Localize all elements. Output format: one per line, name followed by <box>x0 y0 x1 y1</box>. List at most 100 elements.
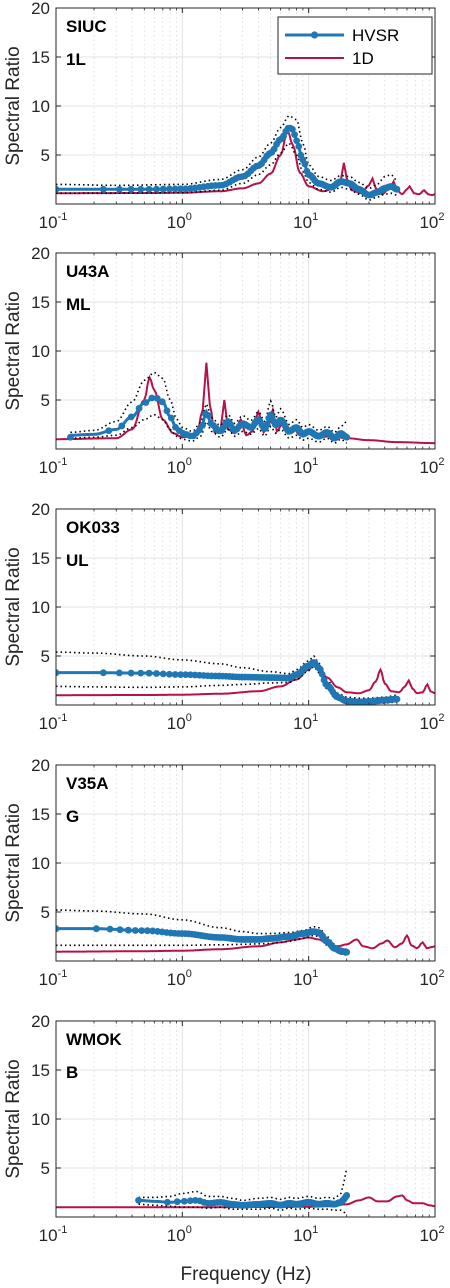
model-1d-line <box>56 663 435 697</box>
series-group <box>56 909 435 956</box>
hvsr-lower-band <box>70 413 348 444</box>
site-class: 1L <box>66 50 86 69</box>
x-tick-exponent: 1 <box>312 211 318 223</box>
y-axis-label: Spectral Ratio <box>3 1059 24 1178</box>
y-tick-label: 10 <box>31 598 50 617</box>
x-tick-exponent: 0 <box>186 712 192 724</box>
x-tick-label: 102 <box>419 1224 444 1245</box>
hvsr-marker <box>343 948 351 956</box>
hvsr-marker <box>145 669 153 677</box>
hvsr-marker <box>182 671 190 679</box>
hvsr-markers <box>56 659 401 705</box>
hvsr-upper-band <box>56 909 347 951</box>
x-tick-exponent: 2 <box>438 968 444 980</box>
hvsr-upper-band <box>70 371 348 434</box>
y-tick-label: 10 <box>31 97 50 116</box>
legend: HVSR 1D <box>277 16 433 75</box>
hvsr-marker <box>393 695 401 703</box>
hvsr-marker <box>56 925 60 933</box>
x-tick-label: 10-1 <box>39 968 68 989</box>
hvsr-marker <box>182 185 190 193</box>
hvsr-marker <box>295 142 303 150</box>
hvsr-marker <box>138 927 146 935</box>
hvsr-marker <box>56 185 60 193</box>
hvsr-marker <box>131 927 139 934</box>
y-tick-label: 5 <box>41 1159 50 1178</box>
x-tick-exponent: 2 <box>438 456 444 468</box>
x-tick-label: 100 <box>167 456 192 477</box>
x-tick-base: 10 <box>293 1226 312 1245</box>
hvsr-marker <box>144 927 151 935</box>
y-tick-label: 20 <box>31 1012 50 1031</box>
station-name: V35A <box>66 774 109 793</box>
hvsr-marker <box>118 422 126 430</box>
hvsr-marker <box>171 671 179 678</box>
hvsr-marker <box>166 670 173 678</box>
y-axis-label: Spectral Ratio <box>3 547 24 666</box>
hvsr-markers <box>56 925 351 956</box>
hvsr-lower-band <box>138 1203 348 1215</box>
hvsr-marker <box>318 670 326 678</box>
hvsr-marker <box>135 404 143 412</box>
hvsr-marker <box>343 433 351 441</box>
x-tick-exponent: 1 <box>312 1224 318 1236</box>
y-axis-label: Spectral Ratio <box>3 46 24 165</box>
x-tick-base: 10 <box>293 714 312 733</box>
y-tick-label: 15 <box>31 48 50 67</box>
hvsr-marker <box>99 669 107 677</box>
x-tick-label: 102 <box>419 968 444 989</box>
model-1d-line <box>56 933 435 953</box>
x-tick-base: 10 <box>167 970 186 989</box>
station-name: OK033 <box>66 518 120 537</box>
x-tick-label: 10-1 <box>39 1224 68 1245</box>
site-class: G <box>66 807 79 826</box>
hvsr-marker <box>106 925 114 933</box>
hvsr-marker <box>180 1197 188 1205</box>
hvsr-marker <box>99 185 107 193</box>
x-tick-label: 100 <box>167 211 192 232</box>
station-name: SIUC <box>66 17 107 36</box>
hvsr-marker <box>293 137 301 145</box>
hvsr-marker <box>177 671 184 679</box>
hvsr-marker <box>177 185 184 193</box>
x-tick-base: 10 <box>39 714 58 733</box>
ticks <box>55 508 436 705</box>
x-tick-exponent: 0 <box>186 211 192 223</box>
series-group <box>56 362 435 445</box>
hvsr-marker <box>159 670 167 678</box>
hvsr-marker <box>127 413 135 421</box>
y-tick-label: 15 <box>31 805 50 824</box>
x-tick-base: 10 <box>293 970 312 989</box>
y-tick-label: 20 <box>31 0 50 18</box>
series-group <box>56 651 435 705</box>
hvsr-marker <box>166 185 173 193</box>
x-tick-label: 101 <box>293 712 318 733</box>
hvsr-marker <box>171 185 179 193</box>
x-tick-base: 10 <box>167 714 186 733</box>
y-tick-label: 10 <box>31 342 50 361</box>
hvsr-marker <box>149 927 157 935</box>
hvsr-marker <box>137 185 145 193</box>
legend-hvsr-marker <box>310 31 319 39</box>
grid <box>55 764 436 961</box>
x-tick-label: 10-1 <box>39 456 68 477</box>
hvsr-marker <box>301 160 309 168</box>
hvsr-markers <box>135 1192 351 1209</box>
x-tick-base: 10 <box>39 213 58 232</box>
site-class: UL <box>66 551 89 570</box>
hvsr-lower-band <box>56 142 398 201</box>
legend-1d-label: 1D <box>352 49 374 68</box>
y-tick-label: 5 <box>41 391 50 410</box>
hvsr-marker <box>167 414 175 422</box>
hvsr-marker <box>137 669 145 677</box>
site-class: ML <box>66 295 91 314</box>
x-tick-base: 10 <box>39 1226 58 1245</box>
series-group <box>56 114 435 201</box>
hvsr-marker <box>289 125 296 133</box>
hvsr-marker <box>263 421 271 428</box>
x-tick-label: 10-1 <box>39 712 68 733</box>
x-tick-exponent: -1 <box>58 1224 68 1236</box>
legend-hvsr-label: HVSR <box>352 26 399 45</box>
